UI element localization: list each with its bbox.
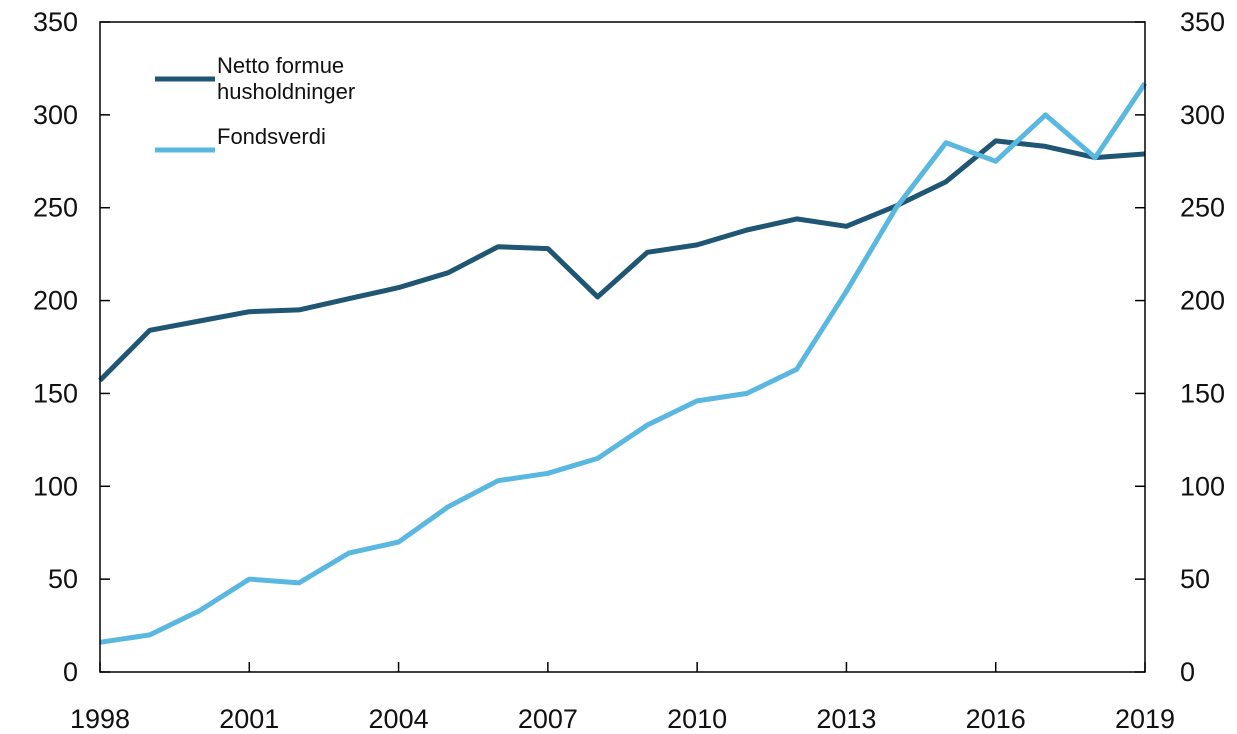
y-tick-label-right: 100 — [1180, 471, 1225, 501]
x-tick-label: 2004 — [369, 704, 429, 734]
x-tick-label: 2001 — [219, 704, 279, 734]
x-axis: 1998 2001 2004 2007 2010 2013 2016 2019 — [70, 662, 1175, 734]
legend-label-line: Fondsverdi — [217, 124, 326, 149]
y-axis-left: 0 50 100 150 200 250 300 350 — [33, 7, 110, 687]
legend-label: Fondsverdi — [217, 124, 326, 149]
x-tick-label: 1998 — [70, 704, 130, 734]
y-tick-label-left: 300 — [33, 100, 78, 130]
y-tick-label-right: 150 — [1180, 378, 1225, 408]
y-tick-label-right: 300 — [1180, 100, 1225, 130]
y-tick-label-right: 250 — [1180, 193, 1225, 223]
series-line-fondsverdi — [99, 81, 1148, 645]
x-tick-label: 2019 — [1115, 704, 1175, 734]
y-tick-label-left: 0 — [63, 657, 78, 687]
y-tick-label-right: 50 — [1180, 564, 1210, 594]
y-tick-label-left: 100 — [33, 471, 78, 501]
plot-frame — [99, 21, 1146, 673]
series-layer — [98, 81, 1148, 645]
y-tick-label-left: 350 — [33, 7, 78, 37]
y-tick-label-right: 350 — [1180, 7, 1225, 37]
y-tick-label-left: 150 — [33, 378, 78, 408]
series-line-netto-formue — [98, 138, 1146, 383]
x-tick-label: 2016 — [966, 704, 1026, 734]
y-tick-label-right: 200 — [1180, 286, 1225, 316]
legend-label: Netto formue husholdninger — [217, 53, 355, 104]
x-tick-label: 2010 — [667, 704, 727, 734]
legend-label-line: husholdninger — [217, 79, 355, 104]
x-tick-label: 2007 — [518, 704, 578, 734]
legend: Netto formue husholdninger Fondsverdi — [155, 53, 355, 153]
y-tick-label-left: 250 — [33, 193, 78, 223]
y-axis-right: 0 50 100 150 200 250 300 350 — [1135, 7, 1225, 687]
x-tick-label: 2013 — [816, 704, 876, 734]
y-tick-label-left: 50 — [48, 564, 78, 594]
y-tick-label-left: 200 — [33, 286, 78, 316]
legend-label-line: Netto formue — [217, 53, 344, 78]
y-tick-label-right: 0 — [1180, 657, 1195, 687]
